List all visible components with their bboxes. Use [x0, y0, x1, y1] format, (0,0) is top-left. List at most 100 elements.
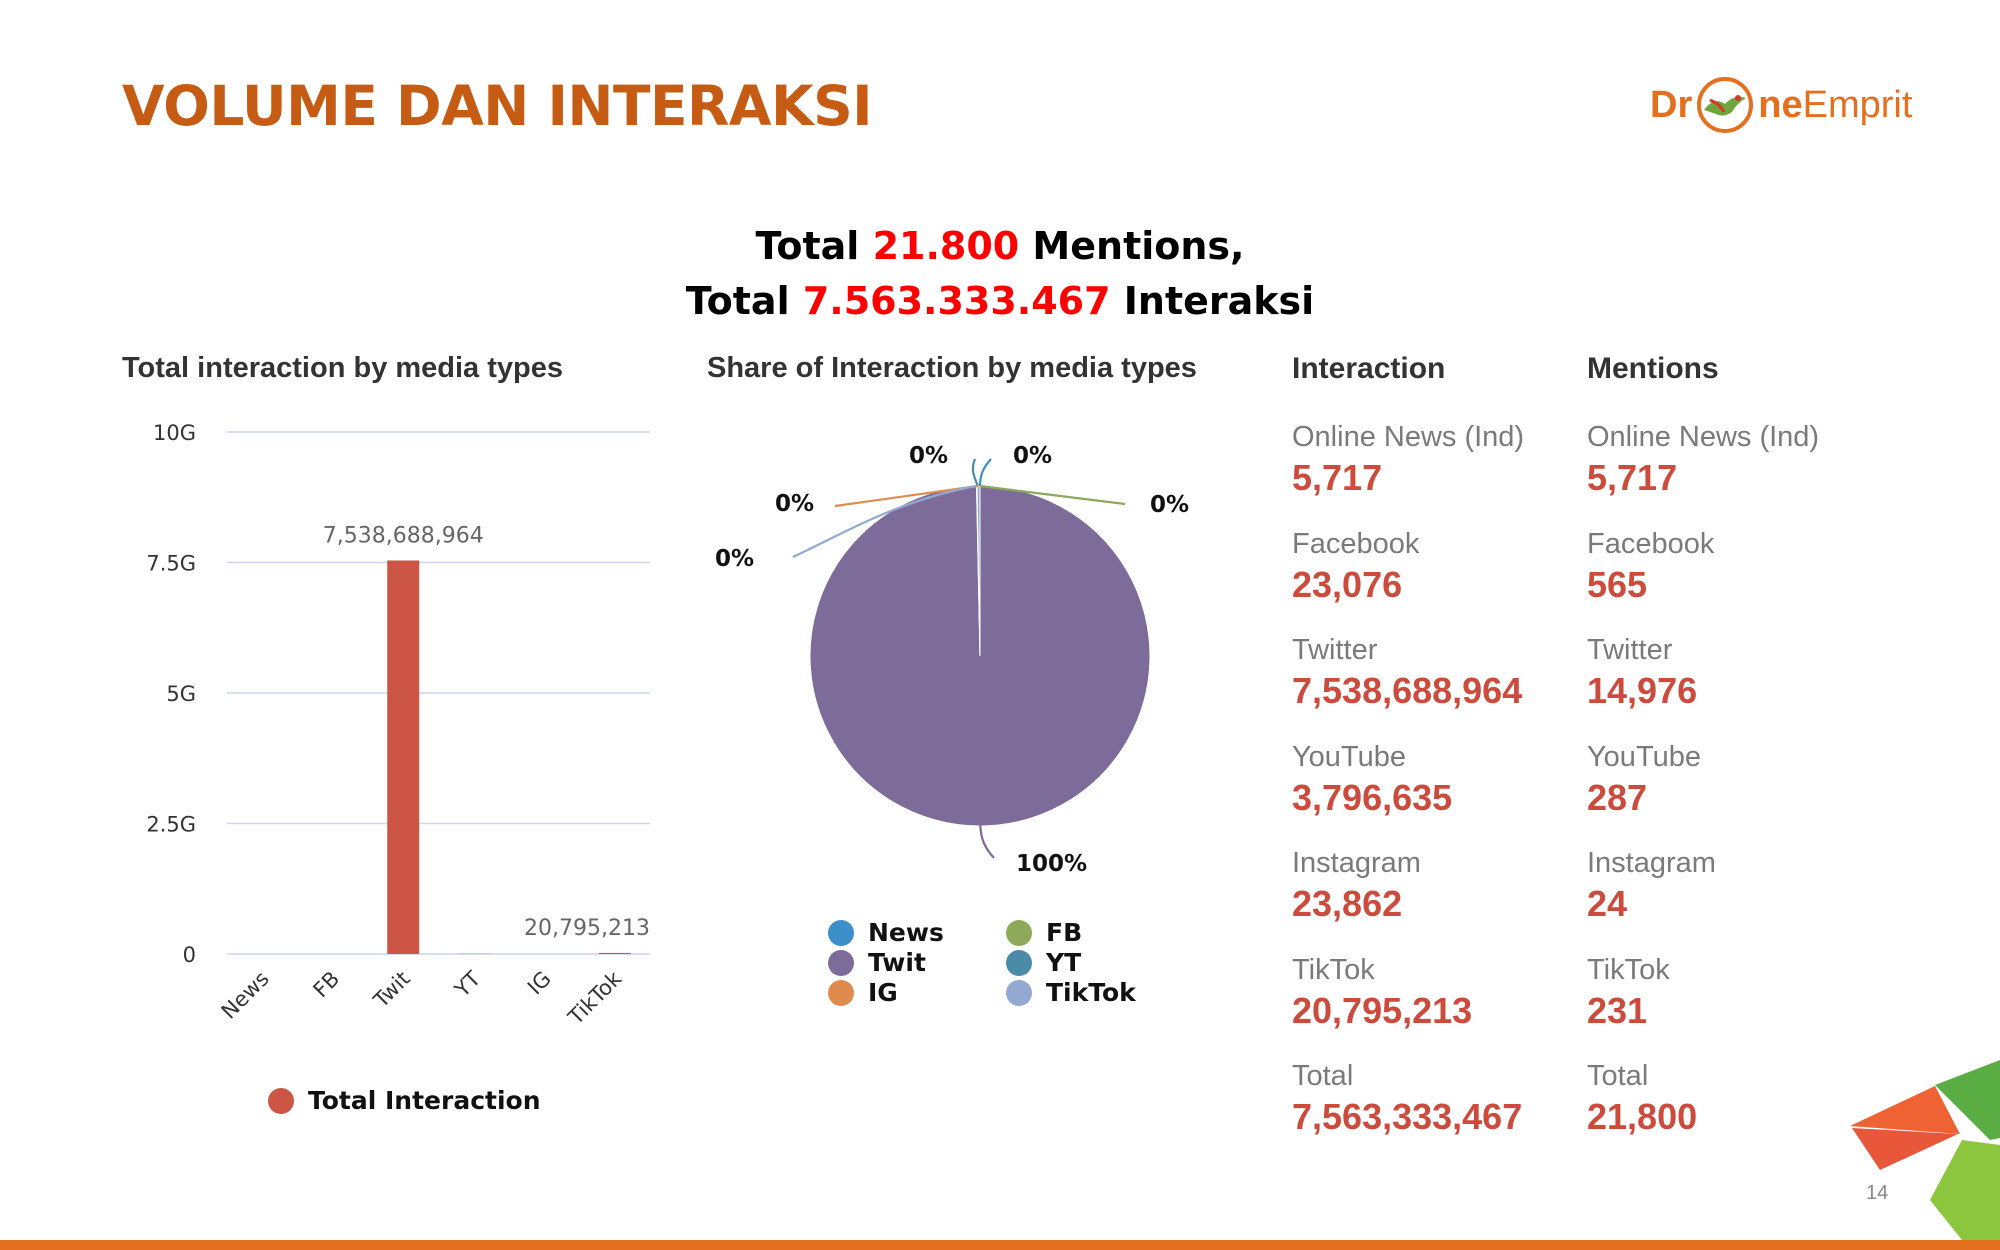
stat-value: 14,976: [1587, 670, 1698, 711]
y-tick-label: 2.5G: [146, 813, 196, 837]
bar-tiktok[interactable]: [598, 952, 631, 954]
stat-value: 20,795,213: [1292, 989, 1473, 1031]
legend-marker: [828, 919, 854, 946]
pie-connector: [834, 484, 979, 508]
pie-data-label: 0%: [1150, 492, 1189, 518]
bar-legend[interactable]: Total Interaction: [268, 1086, 541, 1115]
stat-value: 5,717: [1587, 457, 1678, 498]
drone-emprit-logo: Dr ne Emprit: [1650, 70, 1912, 140]
x-tick-label: YT: [449, 966, 485, 1002]
pie-data-label: 0%: [909, 443, 948, 469]
stat-item: Facebook 565: [1587, 525, 1867, 632]
pie-connector: [979, 484, 1126, 506]
headline-interactions-number: 7.563.333.467: [802, 279, 1111, 323]
stat-label: Instagram: [1587, 847, 1716, 879]
y-tick-label: 5G: [166, 682, 196, 706]
stat-value: 7,538,688,964: [1292, 670, 1523, 711]
logo-text-part3: Emprit: [1802, 83, 1913, 126]
stat-item: Online News (Ind) 5,717: [1587, 418, 1867, 525]
page-number: 14: [1866, 1182, 1889, 1204]
stat-label: Total: [1292, 1060, 1354, 1092]
pie-connector: [978, 815, 995, 859]
stat-label: Twitter: [1292, 634, 1378, 666]
headline-prefix: Total: [755, 224, 873, 268]
legend-marker: [828, 949, 854, 976]
pie-data-label: 0%: [775, 491, 814, 517]
pie-legend-item-twit[interactable]: Twit: [828, 948, 926, 977]
stat-item: Instagram 23,862: [1292, 844, 1572, 951]
legend-marker: [828, 979, 854, 1006]
pie-legend-item-fb[interactable]: FB: [1006, 918, 1082, 947]
pie-slices: [809, 485, 1151, 827]
stat-label: TikTok: [1292, 953, 1375, 986]
stat-item: Facebook 23,076: [1292, 525, 1572, 632]
stat-value: 23,076: [1292, 563, 1403, 605]
stat-item: YouTube 287: [1587, 738, 1867, 845]
stat-label: Instagram: [1292, 847, 1421, 879]
y-tick-label: 7.5G: [146, 552, 196, 576]
stat-item: Twitter 14,976: [1587, 631, 1867, 738]
logo-text-part2: ne: [1758, 83, 1803, 126]
stat-value: 5,717: [1292, 457, 1383, 498]
x-tick-label: News: [217, 967, 274, 1024]
stat-item: YouTube 3,796,635: [1292, 738, 1572, 845]
stat-value: 3,796,635: [1292, 776, 1453, 818]
pie-legend-item-ig[interactable]: IG: [828, 978, 898, 1007]
stat-item: TikTok 231: [1587, 951, 1867, 1058]
headline-prefix: Total: [685, 279, 803, 323]
pie-legend-item-tiktok[interactable]: TikTok: [1006, 978, 1136, 1007]
stats-column-interaction: Interaction Online News (Ind) 5,717 Faceboo…: [1292, 352, 1572, 1164]
x-tick-label: IG: [523, 967, 556, 1000]
bottom-accent-bar: [0, 1240, 2000, 1250]
bar-chart: 0 2.5G 5G 7.5G 10G News FB Twit YT IG TikTok 7,538,…: [146, 421, 650, 1030]
stat-item: Instagram 24: [1587, 844, 1867, 951]
stat-label: Facebook: [1587, 527, 1715, 560]
stat-label: YouTube: [1587, 740, 1701, 773]
y-tick-label: 0: [183, 943, 196, 967]
stat-item: Total 7,563,333,467: [1292, 1057, 1572, 1164]
stat-value: 7,563,333,467: [1292, 1096, 1523, 1137]
pie-legend-item-yt[interactable]: YT: [1006, 948, 1081, 977]
headline-suffix: Interaksi: [1110, 279, 1315, 323]
legend-label: IG: [868, 978, 898, 1007]
stat-value: 21,800: [1587, 1096, 1698, 1137]
bar-data-label: 20,795,213: [524, 916, 650, 941]
x-tick-label: Twit: [368, 967, 414, 1013]
pie-data-label: 0%: [1013, 443, 1052, 469]
headline-mentions-number: 21.800: [872, 224, 1020, 268]
legend-marker: [1006, 949, 1032, 976]
bar-twit[interactable]: [387, 560, 420, 954]
pie-data-label: 0%: [715, 546, 754, 572]
corner-decoration: [1850, 1060, 2000, 1250]
x-tick-label: FB: [309, 967, 345, 1003]
headline-suffix: Mentions,: [1019, 224, 1245, 268]
logo-text-part1: Dr: [1650, 83, 1693, 126]
stat-item: TikTok 20,795,213: [1292, 951, 1572, 1058]
stat-label: Online News (Ind): [1587, 421, 1820, 453]
legend-label: YT: [1046, 948, 1082, 977]
stats-column-header: Mentions: [1587, 352, 1719, 385]
stat-value: 24: [1587, 883, 1628, 924]
stat-label: Twitter: [1587, 634, 1673, 666]
legend-label: Twit: [868, 948, 926, 977]
stats-column-mentions: Mentions Online News (Ind) 5,717 Facebook 56…: [1587, 352, 1867, 1164]
legend-label: FB: [1046, 918, 1083, 947]
drone-bird-icon: [1697, 77, 1754, 133]
stat-value: 565: [1587, 563, 1648, 605]
stat-label: Facebook: [1292, 527, 1420, 560]
stat-value: 287: [1587, 776, 1648, 818]
legend-label: Total Interaction: [308, 1086, 541, 1115]
bar-chart-title: Total interaction by media types: [122, 352, 564, 384]
headline-mentions: Total 21.800 Mentions,: [0, 224, 2000, 268]
legend-label: TikTok: [1046, 978, 1136, 1007]
stat-value: 23,862: [1292, 883, 1403, 924]
stat-item: Twitter 7,538,688,964: [1292, 631, 1572, 738]
stat-value: 231: [1587, 989, 1648, 1031]
legend-marker: [268, 1087, 294, 1114]
stats-column-header: Interaction: [1292, 352, 1446, 385]
pie-legend-item-news[interactable]: News: [828, 918, 944, 947]
pie-data-label: 100%: [1016, 851, 1087, 877]
pie-chart-title: Share of Interaction by media types: [707, 352, 1197, 384]
x-tick-label: TikTok: [563, 966, 627, 1030]
stat-label: Online News (Ind): [1292, 421, 1525, 453]
